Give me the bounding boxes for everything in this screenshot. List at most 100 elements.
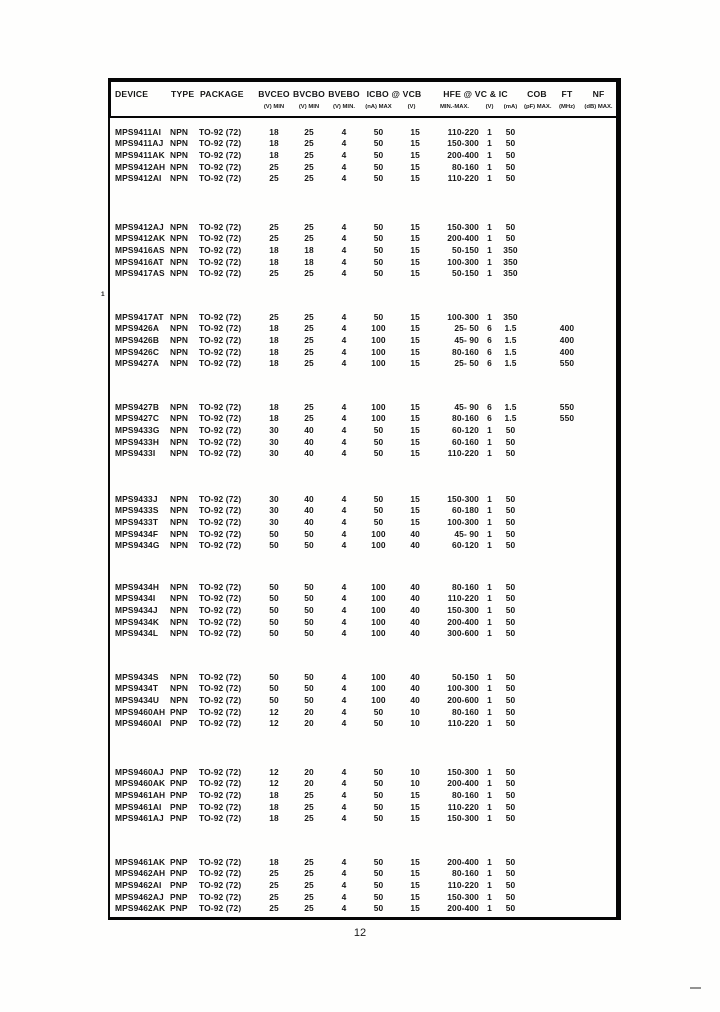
cell-type: NPN [170,593,189,604]
cell-vc: 1 [487,424,492,435]
cell-bvcbo: 25 [304,789,314,800]
cell-package: TO-92 (72) [199,256,242,267]
cell-bvceo: 25 [269,268,279,279]
cell-vcb: 40 [410,604,420,615]
cell-icbo: 50 [373,868,384,879]
cell-bvebo: 4 [341,856,347,867]
cell-ic: 50 [505,628,516,639]
cell-ic: 350 [503,256,518,267]
table-row: MPS9427A NPN TO-92 (72) 18 25 4 100 15 25- 50 6 1.… [111,357,613,369]
cell-ic: 350 [503,244,518,255]
cell-bvceo: 25 [269,173,279,184]
cell-bvebo: 4 [341,813,347,824]
table-row: MPS9461AK PNP TO-92 (72) 18 25 4 50 15 200-400 1 5… [111,856,613,868]
cell-ic: 350 [503,311,518,322]
cell-type: PNP [170,903,188,914]
cell-vc: 1 [487,448,492,459]
cell-vcb: 15 [410,268,420,279]
cell-vc: 1 [487,706,492,717]
cell-icbo: 50 [373,244,384,255]
cell-vc: 1 [487,628,492,639]
cell-package: TO-92 (72) [199,891,242,902]
table-row: MPS9462AJ PNP TO-92 (72) 25 25 4 50 15 150-300 1 5… [111,891,613,903]
cell-ic: 50 [505,868,516,879]
cell-package: TO-92 (72) [199,505,242,516]
cell-ft: 550 [559,413,575,424]
cell-vcb: 15 [410,903,420,914]
cell-hfe: 150-300 [447,138,479,149]
cell-type: NPN [170,268,189,279]
cell-type: NPN [170,604,189,615]
cell-package: TO-92 (72) [199,448,242,459]
cell-vcb: 40 [410,671,420,682]
cell-package: TO-92 (72) [199,801,242,812]
cell-type: PNP [170,706,188,717]
cell-vcb: 40 [410,581,420,592]
cell-bvebo: 4 [341,268,347,279]
cell-hfe: 200-400 [447,903,479,914]
cell-bvcbo: 25 [304,173,314,184]
cell-bvceo: 30 [269,424,279,435]
cell-hfe: 110-220 [447,718,479,729]
cell-vcb: 40 [410,540,420,551]
cell-type: NPN [170,256,189,267]
cell-vc: 1 [487,813,492,824]
cell-hfe: 150-300 [447,221,479,232]
cell-bvcbo: 25 [304,268,314,279]
cell-bvebo: 4 [341,581,347,592]
cell-type: NPN [170,694,189,705]
cell-package: TO-92 (72) [199,138,242,149]
cell-device: MPS9427A [115,358,160,369]
cell-hfe: 60-160 [452,436,479,447]
cell-icbo: 50 [373,789,384,800]
cell-icbo: 100 [371,616,386,627]
cell-bvebo: 4 [341,683,347,694]
cell-package: TO-92 (72) [199,856,242,867]
cell-type: NPN [170,138,189,149]
col-header-bvcbo: BVCBO [292,89,326,99]
cell-vcb: 15 [410,311,420,322]
cell-vcb: 15 [410,358,420,369]
cell-vcb: 15 [410,161,420,172]
cell-vcb: 40 [410,528,420,539]
cell-bvcbo: 20 [304,778,314,789]
cell-ic: 1.5 [504,358,517,369]
cell-type: PNP [170,891,188,902]
cell-vcb: 40 [410,683,420,694]
cell-vc: 1 [487,801,492,812]
cell-device: MPS9434J [115,604,158,615]
cell-ft: 550 [559,401,575,412]
cell-vc: 1 [487,540,492,551]
cell-vcb: 15 [410,256,420,267]
cell-bvebo: 4 [341,789,347,800]
cell-hfe: 80-160 [452,868,479,879]
cell-bvebo: 4 [341,628,347,639]
cell-hfe: 50-150 [452,268,479,279]
cell-device: MPS9433G [115,424,160,435]
cell-bvebo: 4 [341,879,347,890]
cell-bvcbo: 25 [304,149,314,160]
cell-vcb: 15 [410,856,420,867]
cell-ic: 1.5 [504,334,517,345]
table-row: MPS9461AJ PNP TO-92 (72) 18 25 4 50 15 150-300 1 5… [111,812,613,824]
cell-ic: 1.5 [504,413,517,424]
cell-vc: 6 [487,323,492,334]
table-row: MPS9411AI NPN TO-92 (72) 18 25 4 50 15 110-220 1 5… [111,126,613,138]
cell-vcb: 15 [410,879,420,890]
cell-type: NPN [170,244,189,255]
cell-device: MPS9433H [115,436,160,447]
cell-bvebo: 4 [341,311,347,322]
cell-bvceo: 30 [269,436,279,447]
cell-device: MPS9460AH [115,706,166,717]
cell-icbo: 50 [373,424,384,435]
cell-device: MPS9462AI [115,879,162,890]
cell-type: NPN [170,436,189,447]
cell-device: MPS9462AH [115,868,166,879]
col-header-ft: FT [561,89,573,99]
cell-ic: 50 [505,813,516,824]
table-row: MPS9411AJ NPN TO-92 (72) 18 25 4 50 15 150-300 1 5… [111,138,613,150]
cell-type: NPN [170,334,189,345]
cell-hfe: 110-220 [447,801,479,812]
cell-bvebo: 4 [341,221,347,232]
cell-ic: 50 [505,706,516,717]
